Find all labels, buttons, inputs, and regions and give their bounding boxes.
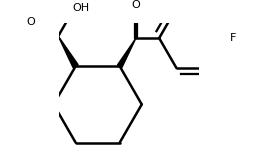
Polygon shape [117, 38, 136, 67]
Polygon shape [58, 36, 78, 68]
Text: F: F [230, 33, 236, 43]
Text: OH: OH [72, 3, 89, 13]
Text: O: O [132, 0, 140, 10]
Text: O: O [26, 17, 35, 27]
